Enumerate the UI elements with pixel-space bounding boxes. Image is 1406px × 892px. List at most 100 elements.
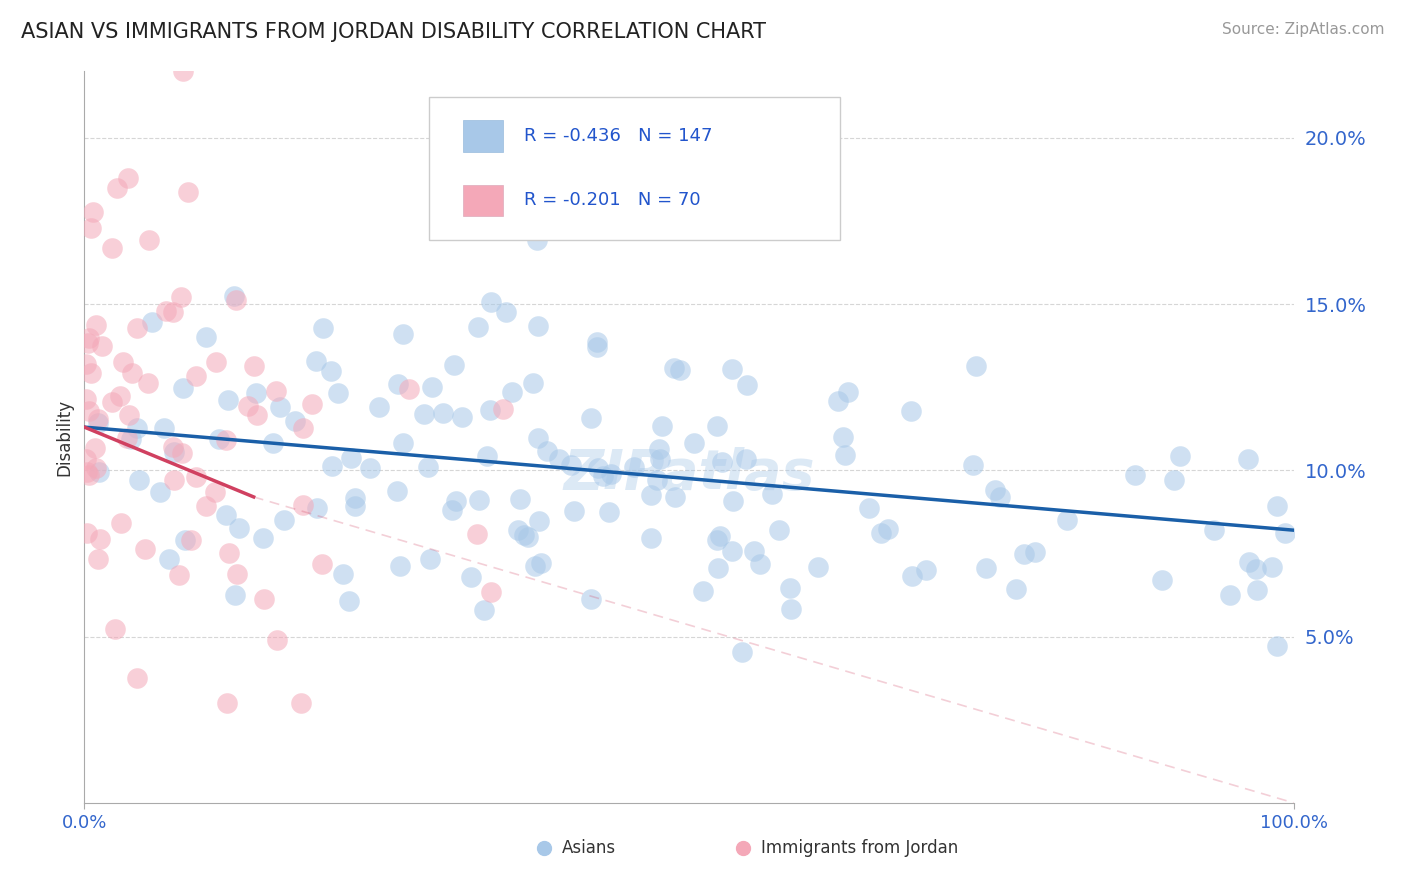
Text: Source: ZipAtlas.com: Source: ZipAtlas.com <box>1222 22 1385 37</box>
Point <box>180 533 202 547</box>
Point <box>87 551 110 566</box>
Point <box>413 407 436 421</box>
Point <box>1056 513 1078 527</box>
Point <box>290 696 312 710</box>
Point <box>832 430 855 444</box>
Point <box>1202 523 1225 537</box>
Point <box>651 419 673 434</box>
Point <box>478 402 501 417</box>
FancyBboxPatch shape <box>429 97 841 240</box>
Y-axis label: Disability: Disability <box>55 399 73 475</box>
Point <box>827 393 849 408</box>
Point <box>460 569 482 583</box>
Point <box>204 485 226 500</box>
Point <box>266 632 288 647</box>
Point <box>990 490 1012 504</box>
Point <box>1246 562 1268 576</box>
Point <box>721 493 744 508</box>
Point <box>186 470 208 484</box>
Point <box>208 432 231 446</box>
Point <box>167 568 190 582</box>
Point <box>245 385 267 400</box>
Point <box>1123 468 1146 483</box>
Point <box>77 468 100 483</box>
Point <box>225 293 247 308</box>
Point <box>465 527 488 541</box>
Point <box>536 444 558 458</box>
Point <box>682 436 704 450</box>
Point <box>768 523 790 537</box>
Point <box>1246 583 1268 598</box>
Point <box>120 432 142 446</box>
Point <box>118 408 141 422</box>
Point <box>737 377 759 392</box>
Point <box>600 467 623 482</box>
Point <box>579 410 602 425</box>
Point <box>640 488 662 502</box>
Point <box>984 483 1007 497</box>
Point <box>586 461 609 475</box>
Point <box>513 528 536 542</box>
Point <box>162 445 184 459</box>
Point <box>236 399 259 413</box>
Point <box>648 452 671 467</box>
Point <box>440 502 463 516</box>
Point <box>343 499 366 513</box>
Point <box>1005 582 1028 596</box>
Point <box>228 521 250 535</box>
Point <box>321 459 343 474</box>
Point <box>962 458 984 473</box>
Point <box>664 490 686 504</box>
Point <box>780 602 803 616</box>
Point <box>311 321 333 335</box>
Point <box>343 491 366 505</box>
Point <box>807 560 830 574</box>
Point <box>586 340 609 354</box>
Point <box>269 400 291 414</box>
Point <box>110 516 132 531</box>
Point <box>450 410 472 425</box>
Point <box>965 359 987 373</box>
Point <box>284 414 307 428</box>
Point <box>340 451 363 466</box>
Point <box>721 544 744 558</box>
Point <box>80 366 103 380</box>
Point <box>83 441 105 455</box>
Point <box>224 588 246 602</box>
Point <box>243 359 266 374</box>
Point <box>226 567 249 582</box>
Point <box>391 436 413 450</box>
Point <box>359 460 381 475</box>
Point <box>645 473 668 487</box>
Point <box>1236 451 1258 466</box>
FancyBboxPatch shape <box>463 185 503 216</box>
Point <box>262 435 284 450</box>
Point <box>526 234 548 248</box>
Point <box>443 358 465 372</box>
Point <box>522 376 544 391</box>
Point <box>858 500 880 515</box>
Point <box>79 220 101 235</box>
Point <box>648 442 671 457</box>
Point <box>495 305 517 319</box>
Point <box>706 533 728 548</box>
Point <box>479 294 502 309</box>
Point <box>162 305 184 319</box>
Point <box>177 186 200 200</box>
Point <box>387 484 409 499</box>
Point <box>491 401 513 416</box>
Point <box>195 330 218 344</box>
Point <box>79 331 101 345</box>
Point <box>141 314 163 328</box>
Point <box>217 696 239 710</box>
Point <box>170 290 193 304</box>
Point <box>392 326 415 341</box>
Point <box>253 591 276 606</box>
Point <box>560 458 582 472</box>
Point <box>75 451 97 466</box>
Point <box>266 384 288 398</box>
Point <box>273 513 295 527</box>
Point <box>121 366 143 380</box>
Point <box>524 559 547 574</box>
Point <box>125 671 148 685</box>
